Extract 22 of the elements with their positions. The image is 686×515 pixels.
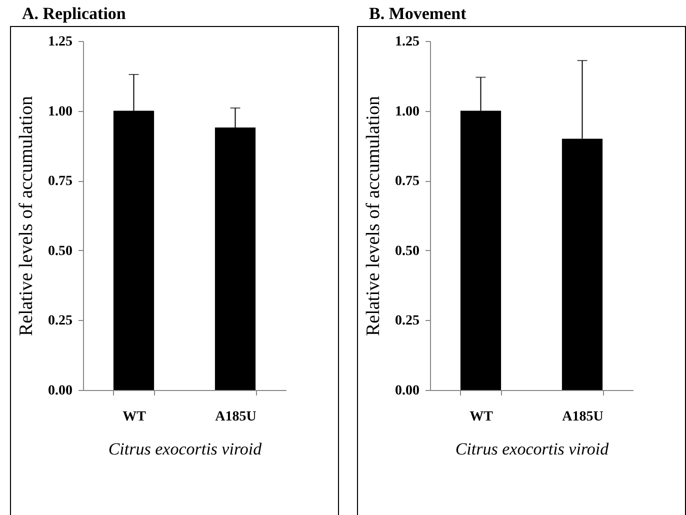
x-axis-title: Citrus exocortis viroid [455, 440, 610, 458]
y-tick-label: 0.50 [48, 244, 72, 259]
x-axis-title: Citrus exocortis viroid [108, 440, 262, 458]
x-tick-label: WT [470, 410, 494, 424]
x-tick-label: WT [122, 410, 147, 424]
x-tick-label: A185U [215, 410, 256, 424]
chart-title: B. Movement [368, 4, 468, 25]
y-tick-label: 0.75 [48, 174, 72, 190]
y-tick-label: 0.25 [395, 314, 420, 329]
chart-title: A. Replication [21, 4, 127, 25]
y-tick-label: 0.25 [48, 314, 72, 329]
x-tick-label: A185U [562, 410, 604, 424]
y-tick-label: 1.00 [48, 104, 72, 120]
y-tick-label: 1.25 [48, 34, 72, 50]
y-axis-title: Relative levels of accumulation [16, 95, 37, 336]
y-axis-title: Relative levels of accumulation [363, 95, 384, 336]
y-tick-label: 0.50 [395, 244, 420, 259]
y-tick-label: 0.00 [48, 384, 72, 398]
y-tick-label: 0.75 [395, 174, 420, 190]
y-tick-label: 0.00 [395, 384, 420, 398]
y-tick-label: 1.00 [395, 104, 420, 120]
y-tick-label: 1.25 [395, 34, 420, 50]
